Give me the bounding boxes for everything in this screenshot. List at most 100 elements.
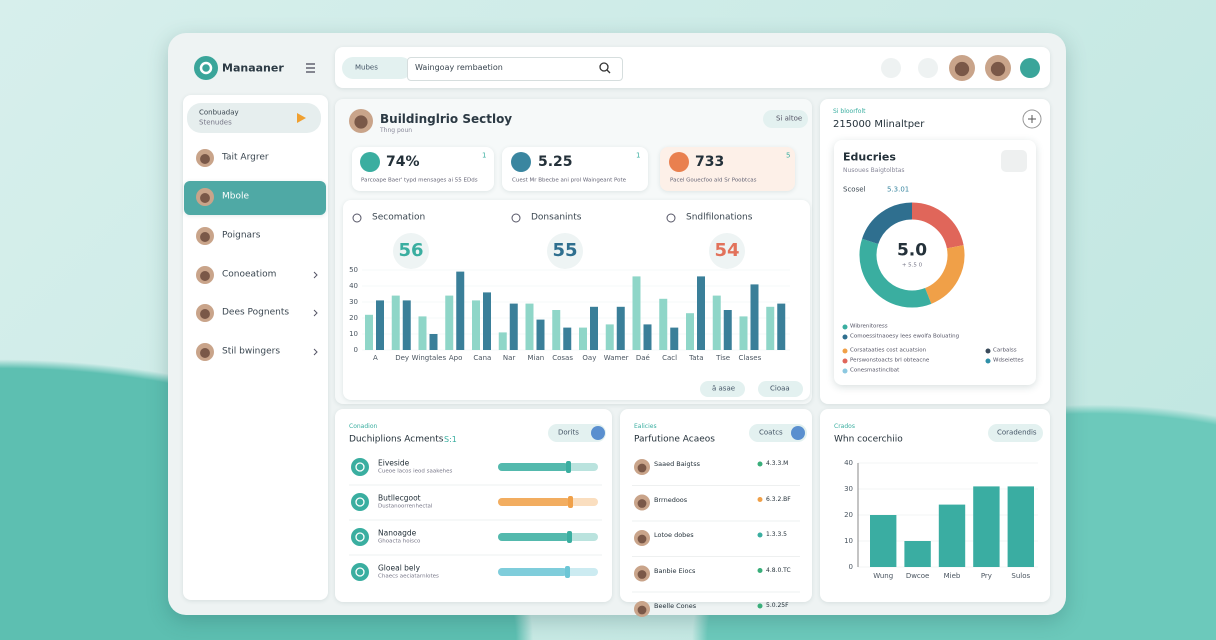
performance-button[interactable] xyxy=(749,424,807,442)
overview-title: Buildinglrio Sectloy xyxy=(380,112,513,126)
chart-button-label: ä asae xyxy=(712,384,736,393)
row-title: Eiveside xyxy=(378,458,410,468)
chart-button[interactable] xyxy=(758,381,803,397)
bar xyxy=(563,327,572,350)
summary-key: Scosel xyxy=(843,185,866,194)
status-dot xyxy=(757,461,763,467)
nav-item: Dees Pognents xyxy=(222,307,290,318)
x-tick-label: Clases xyxy=(739,354,762,362)
icon-button xyxy=(918,58,938,78)
avatar-face xyxy=(637,605,647,615)
row-value: 4.8.0.TC xyxy=(766,566,791,574)
logo-icon-inner xyxy=(199,61,213,75)
row-icon-inner xyxy=(355,567,365,577)
nav-item: Mbole xyxy=(222,191,250,202)
stat-value: 5.25 xyxy=(538,154,573,170)
overview-button-label: Si altoe xyxy=(776,114,803,123)
overview-button[interactable] xyxy=(763,110,808,128)
search-text: Waingoay rembaetion xyxy=(415,63,503,72)
play-icon xyxy=(297,113,306,123)
avatar-face xyxy=(200,309,210,319)
gauge-bg xyxy=(393,233,429,269)
actions-title: Duchiplions Acments xyxy=(349,434,444,445)
summary-card-subtitle: Nusoues Baigtolbtas xyxy=(843,167,905,174)
search-box[interactable] xyxy=(407,57,623,81)
summary-button[interactable] xyxy=(1001,150,1027,172)
avatar-face xyxy=(990,61,1006,77)
y-tick-label: 20 xyxy=(844,511,853,519)
row-value: 4.3.3.M xyxy=(766,460,789,467)
x-tick-label: Nar xyxy=(503,354,516,362)
donut-note: + 5.5 0 xyxy=(901,262,923,269)
gauge-label: Sndlfilonations xyxy=(686,212,753,223)
trend-button[interactable] xyxy=(988,424,1043,442)
y-tick-label: 50 xyxy=(349,266,358,274)
bar xyxy=(938,504,966,567)
menu-icon xyxy=(306,63,315,73)
x-tick-label: Tise xyxy=(715,354,730,362)
row-subtitle: Ghoacta hoisco xyxy=(378,538,421,545)
bar xyxy=(472,300,480,350)
gauge-value: 54 xyxy=(714,240,740,261)
bar xyxy=(445,295,454,350)
progress-handle xyxy=(568,496,573,508)
x-tick-label: Dwcoe xyxy=(906,572,930,580)
bar xyxy=(456,271,465,350)
y-tick-label: 10 xyxy=(349,330,358,338)
legend-label: Wdseiettes xyxy=(993,357,1024,364)
progress-handle xyxy=(567,531,572,543)
trend-button-label: Coradendis xyxy=(997,428,1037,437)
legend-swatch xyxy=(842,358,848,364)
row-name: Lotoe dobes xyxy=(654,530,694,539)
promo-title: Conbuaday xyxy=(199,108,239,117)
legend-label: Wibrenitoress xyxy=(850,323,888,330)
search-icon-handle xyxy=(606,69,611,74)
actions-button[interactable] xyxy=(548,424,606,442)
bar xyxy=(498,332,507,350)
add-icon xyxy=(1028,115,1036,123)
bar xyxy=(659,298,668,350)
chevron xyxy=(313,271,318,279)
gauge-bg xyxy=(709,233,745,269)
row-subtitle: Dustanoorrenhectal xyxy=(378,503,433,510)
x-tick-label: Daé xyxy=(636,354,650,362)
topbar-button[interactable] xyxy=(342,57,412,79)
legend-label: Corsataaties cost acuatsion xyxy=(850,347,927,354)
legend-label: Conesmastinclbat xyxy=(850,367,900,374)
row-icon-inner xyxy=(355,462,365,472)
x-tick-label: Wamer xyxy=(604,354,629,362)
chart-button-label: Cioaa xyxy=(770,384,790,393)
stat-corner: 1 xyxy=(636,151,641,160)
search-icon xyxy=(599,62,609,72)
stat-note: Parcoape Baer' typd mensages ai 55 EDds xyxy=(361,177,478,184)
y-tick-label: 10 xyxy=(844,537,853,545)
donut-segment xyxy=(862,202,913,245)
stat-value: 74% xyxy=(386,154,420,170)
x-tick-label: Cana xyxy=(473,354,491,362)
legend-swatch xyxy=(985,358,991,364)
bar xyxy=(750,284,759,350)
bar xyxy=(509,303,518,350)
bar xyxy=(670,327,679,350)
stat-corner: 5 xyxy=(786,151,791,160)
nav-item: Stil bwingers xyxy=(222,346,281,357)
x-tick-label: Mian xyxy=(528,354,545,362)
avatar-face xyxy=(200,348,210,358)
bar xyxy=(643,324,652,350)
bar xyxy=(870,515,897,567)
row-name: Saaed Baigtss xyxy=(654,459,700,468)
x-tick-label: Oay xyxy=(582,354,596,362)
bar xyxy=(536,319,545,350)
gauge-icon xyxy=(666,213,676,223)
bar xyxy=(766,306,775,350)
chart-button[interactable] xyxy=(700,381,745,397)
stat-value: 733 xyxy=(695,154,725,170)
bar xyxy=(973,486,1000,567)
progress-handle xyxy=(566,461,571,473)
gauge-icon xyxy=(352,213,362,223)
x-tick-label: Dey xyxy=(395,354,409,362)
row-name: Beelle Cones xyxy=(654,601,697,610)
stat-icon xyxy=(669,152,689,172)
bar xyxy=(365,314,373,350)
